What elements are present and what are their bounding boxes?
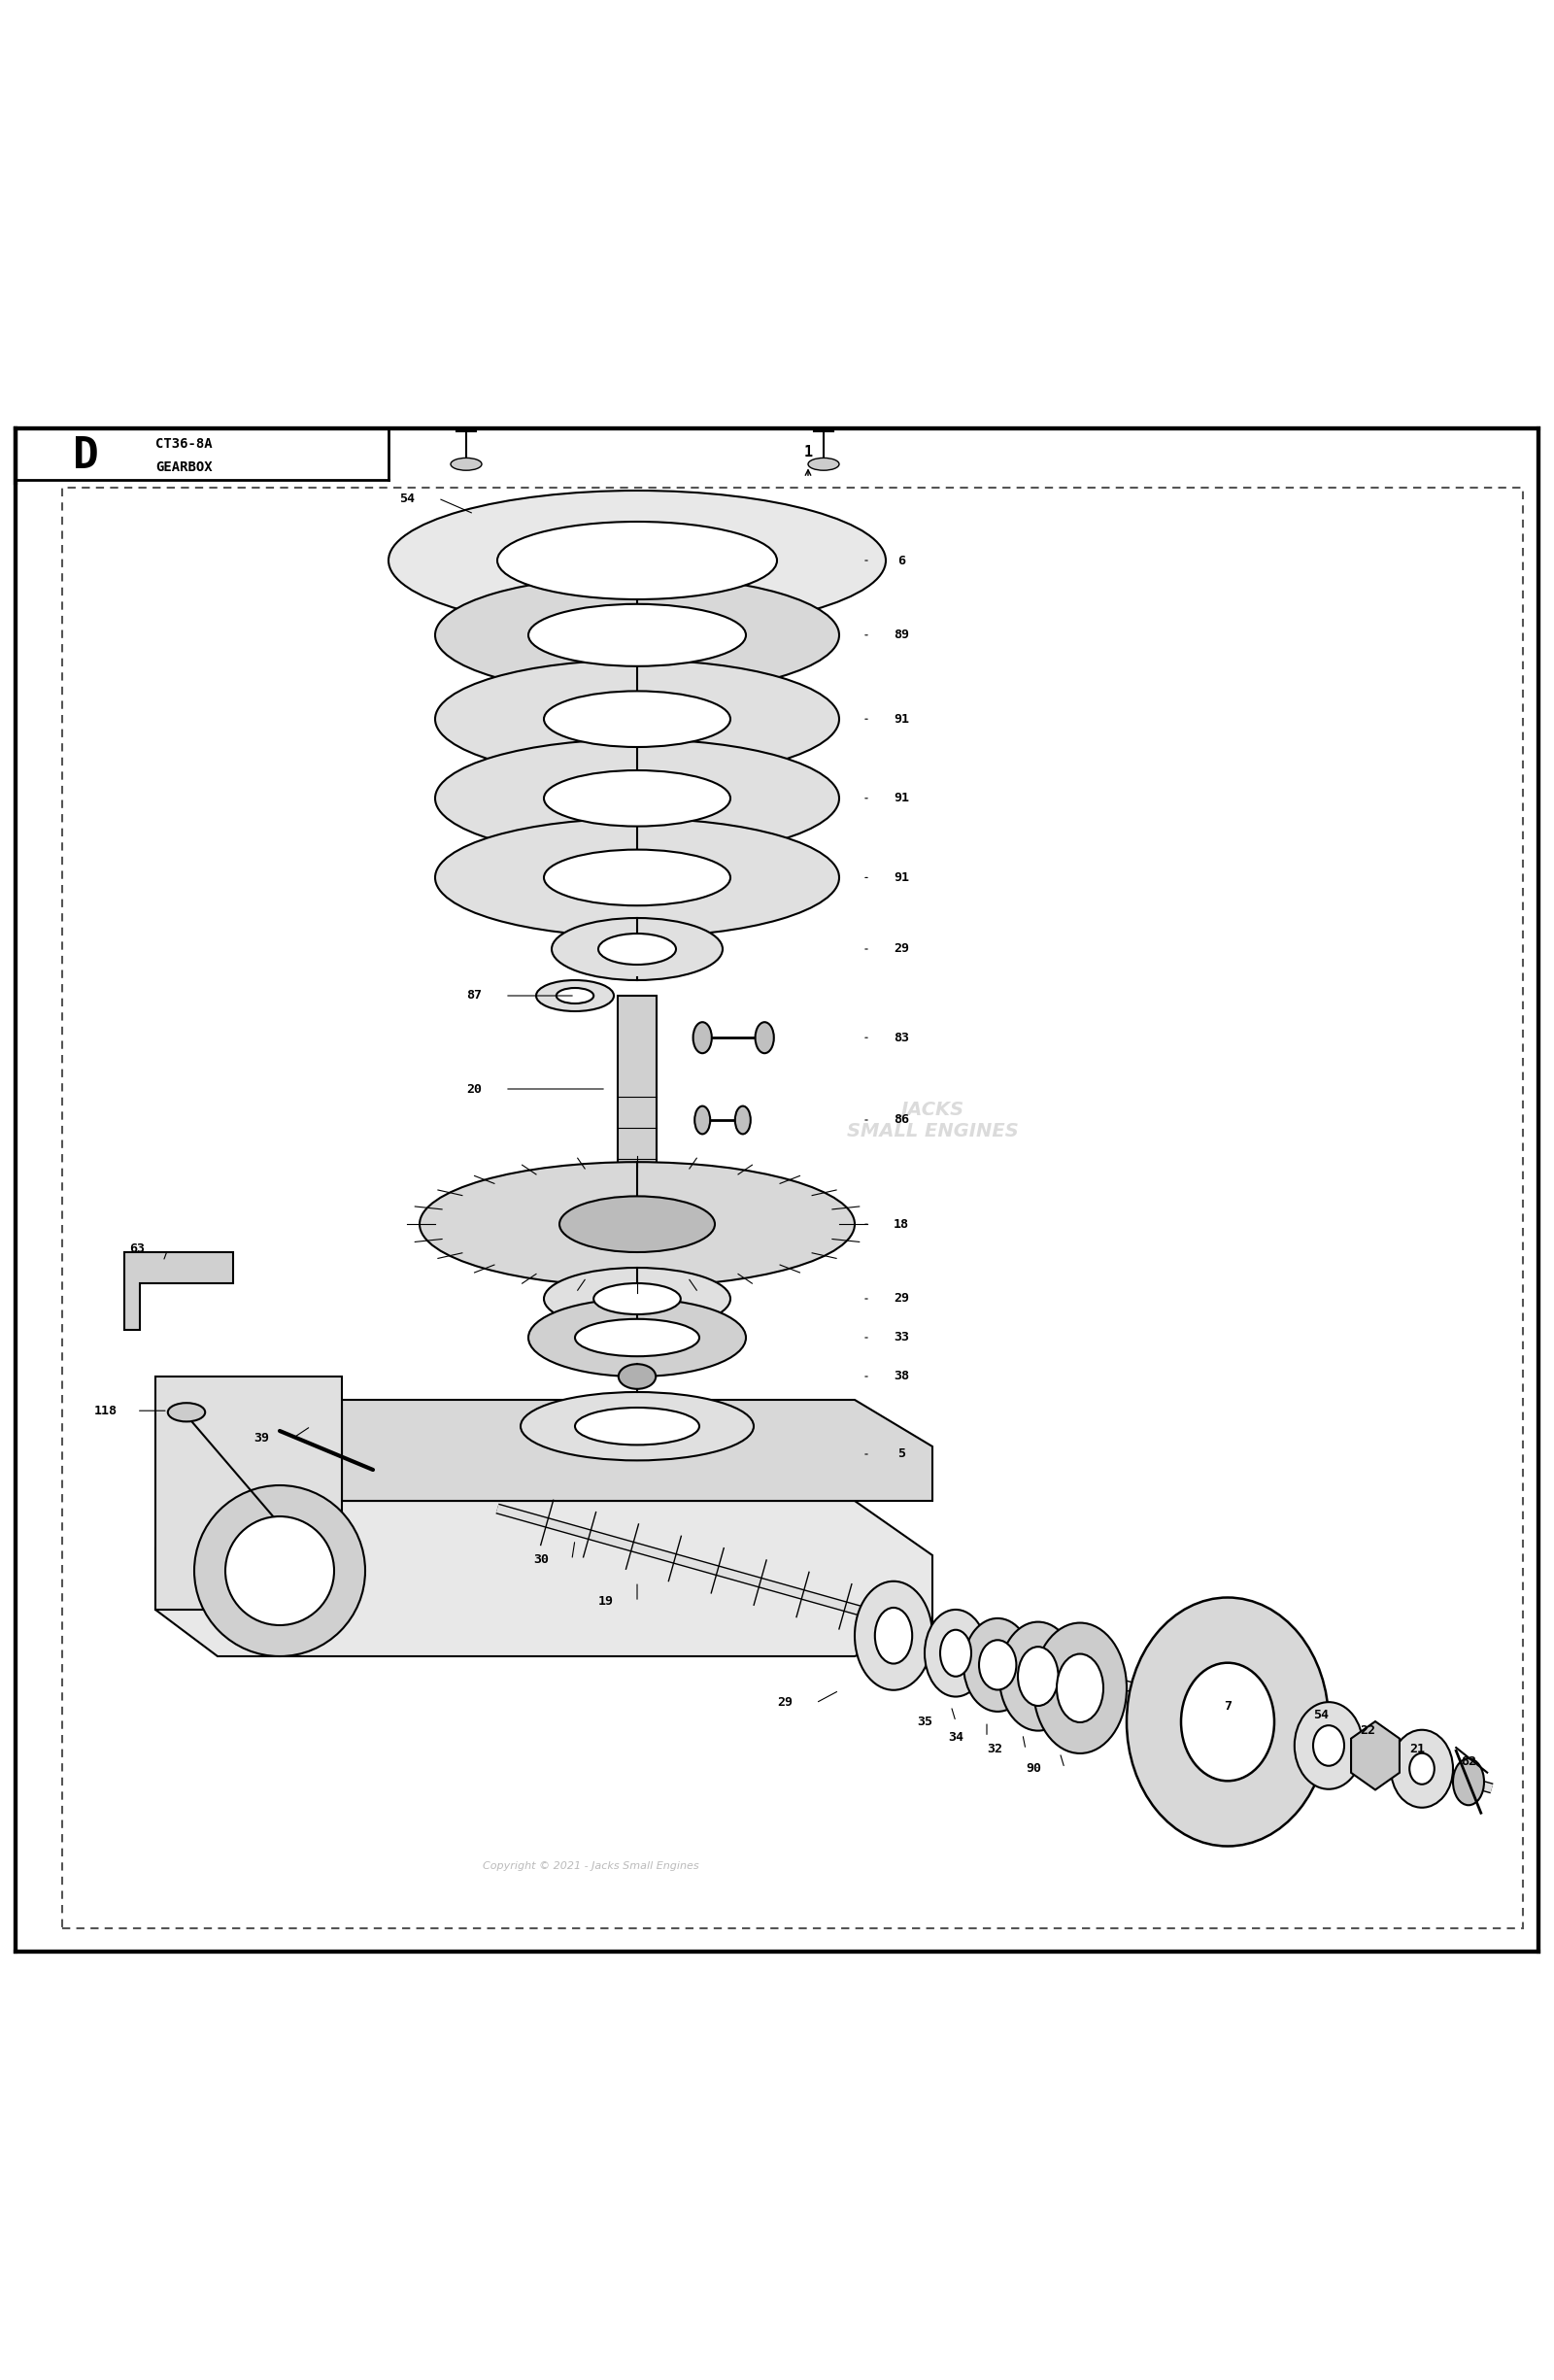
Ellipse shape [1313, 1726, 1344, 1766]
Text: Copyright © 2021 - Jacks Small Engines: Copyright © 2021 - Jacks Small Engines [482, 1861, 699, 1871]
Text: 7: 7 [1225, 1699, 1231, 1711]
Text: 91: 91 [894, 871, 909, 883]
Text: 29: 29 [894, 942, 909, 954]
Text: 89: 89 [894, 628, 909, 643]
Text: GEARBOX: GEARBOX [155, 459, 213, 474]
Ellipse shape [536, 981, 614, 1012]
Ellipse shape [940, 1630, 971, 1676]
Ellipse shape [979, 1640, 1016, 1690]
Ellipse shape [1127, 1597, 1329, 1847]
Text: 5: 5 [897, 1447, 904, 1461]
Polygon shape [155, 1376, 342, 1609]
Text: 118: 118 [95, 1404, 118, 1416]
Ellipse shape [735, 1107, 751, 1133]
Ellipse shape [575, 1319, 699, 1357]
Ellipse shape [544, 690, 730, 747]
Text: 63: 63 [129, 1242, 145, 1254]
Ellipse shape [1453, 1759, 1484, 1804]
Ellipse shape [528, 605, 746, 666]
Ellipse shape [556, 988, 594, 1004]
Text: JACKS
SMALL ENGINES: JACKS SMALL ENGINES [847, 1100, 1018, 1140]
Text: 21: 21 [1409, 1742, 1425, 1756]
Text: 91: 91 [894, 712, 909, 726]
Text: 35: 35 [917, 1716, 932, 1728]
Text: 22: 22 [1360, 1726, 1375, 1737]
Text: 1: 1 [803, 445, 813, 459]
Ellipse shape [875, 1606, 912, 1664]
Ellipse shape [435, 576, 839, 695]
Ellipse shape [693, 1021, 712, 1054]
Text: 29: 29 [777, 1697, 793, 1709]
Text: 19: 19 [598, 1595, 614, 1609]
Polygon shape [1350, 1721, 1400, 1790]
Text: 87: 87 [466, 990, 482, 1002]
Text: 91: 91 [894, 793, 909, 804]
Text: 20: 20 [466, 1083, 482, 1095]
Text: 6: 6 [897, 555, 904, 566]
Ellipse shape [168, 1402, 205, 1421]
Text: 86: 86 [894, 1114, 909, 1126]
Text: 29: 29 [894, 1292, 909, 1304]
Ellipse shape [1018, 1647, 1058, 1706]
Ellipse shape [420, 1161, 855, 1285]
Bar [618, 995, 656, 1202]
Ellipse shape [435, 740, 839, 857]
Polygon shape [342, 1399, 932, 1502]
Text: D: D [73, 436, 98, 478]
Ellipse shape [755, 1021, 774, 1054]
Text: CT36-8A: CT36-8A [155, 438, 213, 450]
Polygon shape [124, 1252, 233, 1330]
Ellipse shape [925, 1609, 987, 1697]
Ellipse shape [225, 1516, 334, 1626]
Ellipse shape [451, 457, 482, 471]
Ellipse shape [1181, 1664, 1274, 1780]
Ellipse shape [575, 1407, 699, 1445]
Ellipse shape [521, 1392, 754, 1461]
Text: 54: 54 [1313, 1709, 1329, 1721]
Ellipse shape [388, 490, 886, 631]
Ellipse shape [999, 1621, 1077, 1730]
Ellipse shape [1057, 1654, 1103, 1723]
Ellipse shape [544, 850, 730, 904]
Ellipse shape [435, 819, 839, 938]
Text: 34: 34 [948, 1730, 963, 1745]
Text: 54: 54 [399, 493, 415, 505]
Ellipse shape [528, 1299, 746, 1376]
Text: 32: 32 [987, 1742, 1002, 1756]
Text: 90: 90 [1026, 1761, 1041, 1775]
Ellipse shape [552, 919, 723, 981]
Ellipse shape [194, 1485, 365, 1656]
Ellipse shape [435, 659, 839, 778]
Text: 18: 18 [894, 1219, 909, 1230]
Text: 38: 38 [894, 1371, 909, 1383]
Text: 30: 30 [533, 1554, 549, 1566]
Ellipse shape [855, 1580, 932, 1690]
Ellipse shape [594, 1283, 681, 1314]
Text: 33: 33 [894, 1330, 909, 1345]
Ellipse shape [808, 457, 839, 471]
Ellipse shape [544, 771, 730, 826]
Ellipse shape [1409, 1754, 1434, 1785]
Ellipse shape [1033, 1623, 1127, 1754]
Ellipse shape [1294, 1702, 1363, 1790]
Ellipse shape [695, 1107, 710, 1133]
Polygon shape [155, 1502, 932, 1656]
Ellipse shape [598, 933, 676, 964]
Ellipse shape [559, 1197, 715, 1252]
Text: 83: 83 [894, 1031, 909, 1045]
Ellipse shape [963, 1618, 1032, 1711]
Text: 82: 82 [1461, 1756, 1476, 1768]
Ellipse shape [497, 521, 777, 600]
Text: 39: 39 [253, 1433, 269, 1445]
Ellipse shape [618, 1364, 656, 1390]
Ellipse shape [1391, 1730, 1453, 1806]
Ellipse shape [544, 1269, 730, 1330]
